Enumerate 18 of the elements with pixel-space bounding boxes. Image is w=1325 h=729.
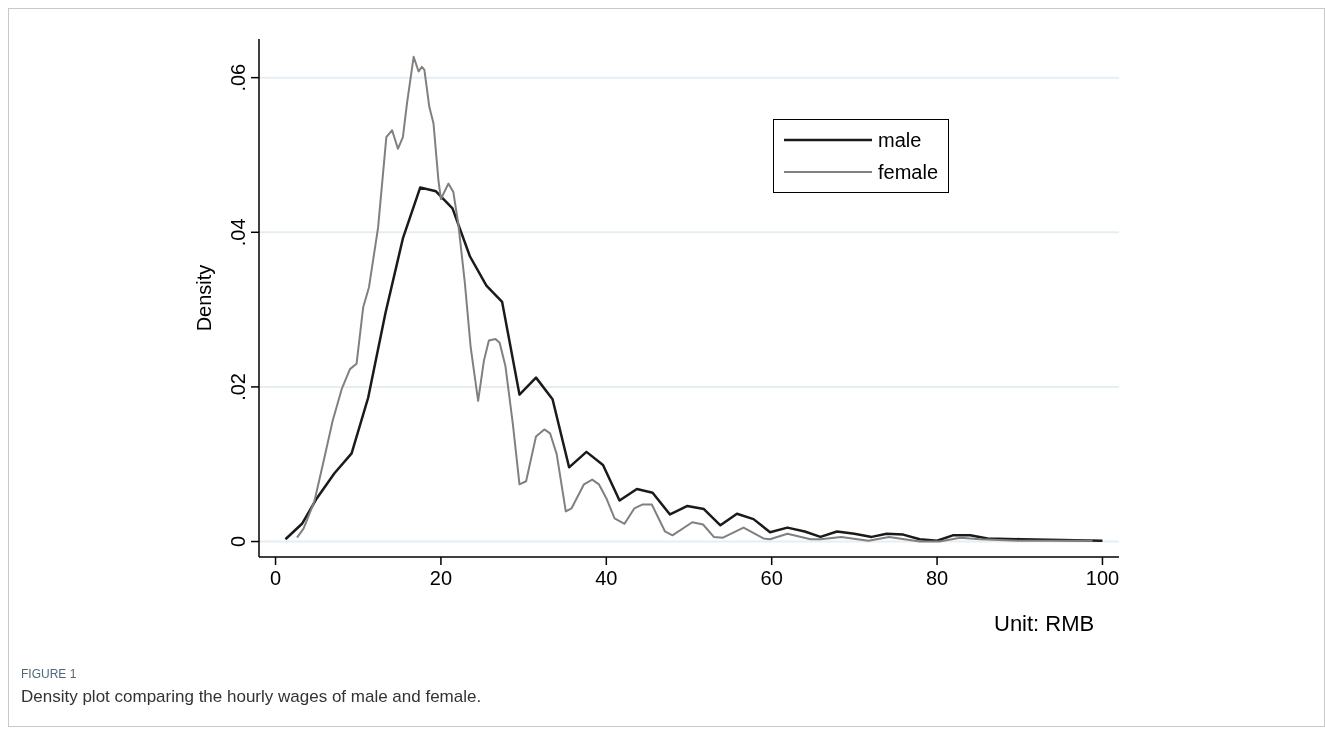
x-tick-label: 20 (429, 567, 453, 589)
caption: FIGURE 1 (21, 667, 77, 681)
x-axis-title: Unit: RMB (994, 611, 1095, 637)
line-series (284, 186, 1104, 543)
legend-label: female (877, 160, 938, 184)
legend-label: male (877, 128, 922, 152)
y-axis-title: Density (193, 264, 216, 332)
x-tick-label: 60 (760, 567, 783, 589)
x-tick-label: 40 (595, 567, 618, 589)
x-tick-label: 0 (269, 567, 282, 589)
y-tick-label: .06 (227, 63, 249, 92)
y-tick-label: .04 (227, 218, 249, 247)
y-tick-label: .02 (227, 373, 249, 401)
x-tick-label: 100 (1085, 567, 1120, 589)
line-series (296, 55, 1094, 543)
text: Density plot comparing the hourly wages of male and female. (21, 687, 482, 707)
x-tick-label: 80 (925, 567, 949, 589)
y-tick-label: 0 (227, 535, 249, 548)
